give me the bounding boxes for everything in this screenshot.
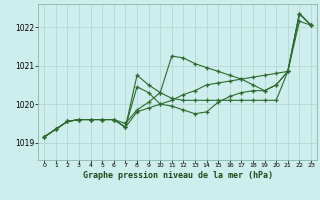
- X-axis label: Graphe pression niveau de la mer (hPa): Graphe pression niveau de la mer (hPa): [83, 171, 273, 180]
